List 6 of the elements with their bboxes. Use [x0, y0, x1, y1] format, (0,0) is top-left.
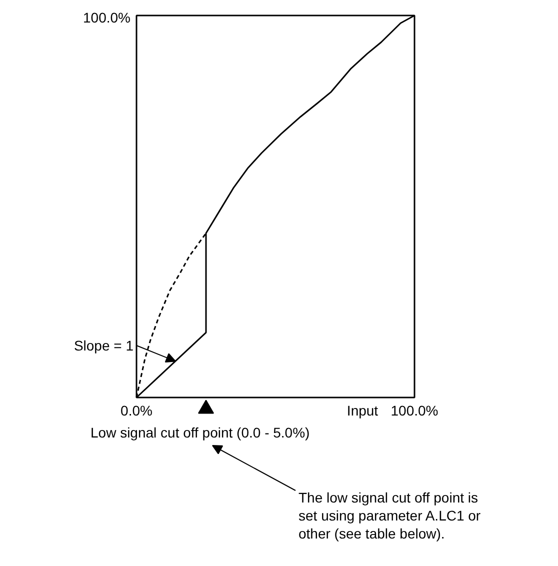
x-tick-label: 0.0% [120, 402, 152, 418]
text: Low signal cut off point (0.0 - 5.0%) [90, 424, 310, 440]
text: 100.0% [83, 10, 130, 26]
annotation: Slope = 1 [74, 338, 134, 354]
x-axis-title: Input [346, 402, 378, 418]
text: The low signal cut off point is set using parameter A.LC1 or other (see table below). [298, 490, 481, 542]
